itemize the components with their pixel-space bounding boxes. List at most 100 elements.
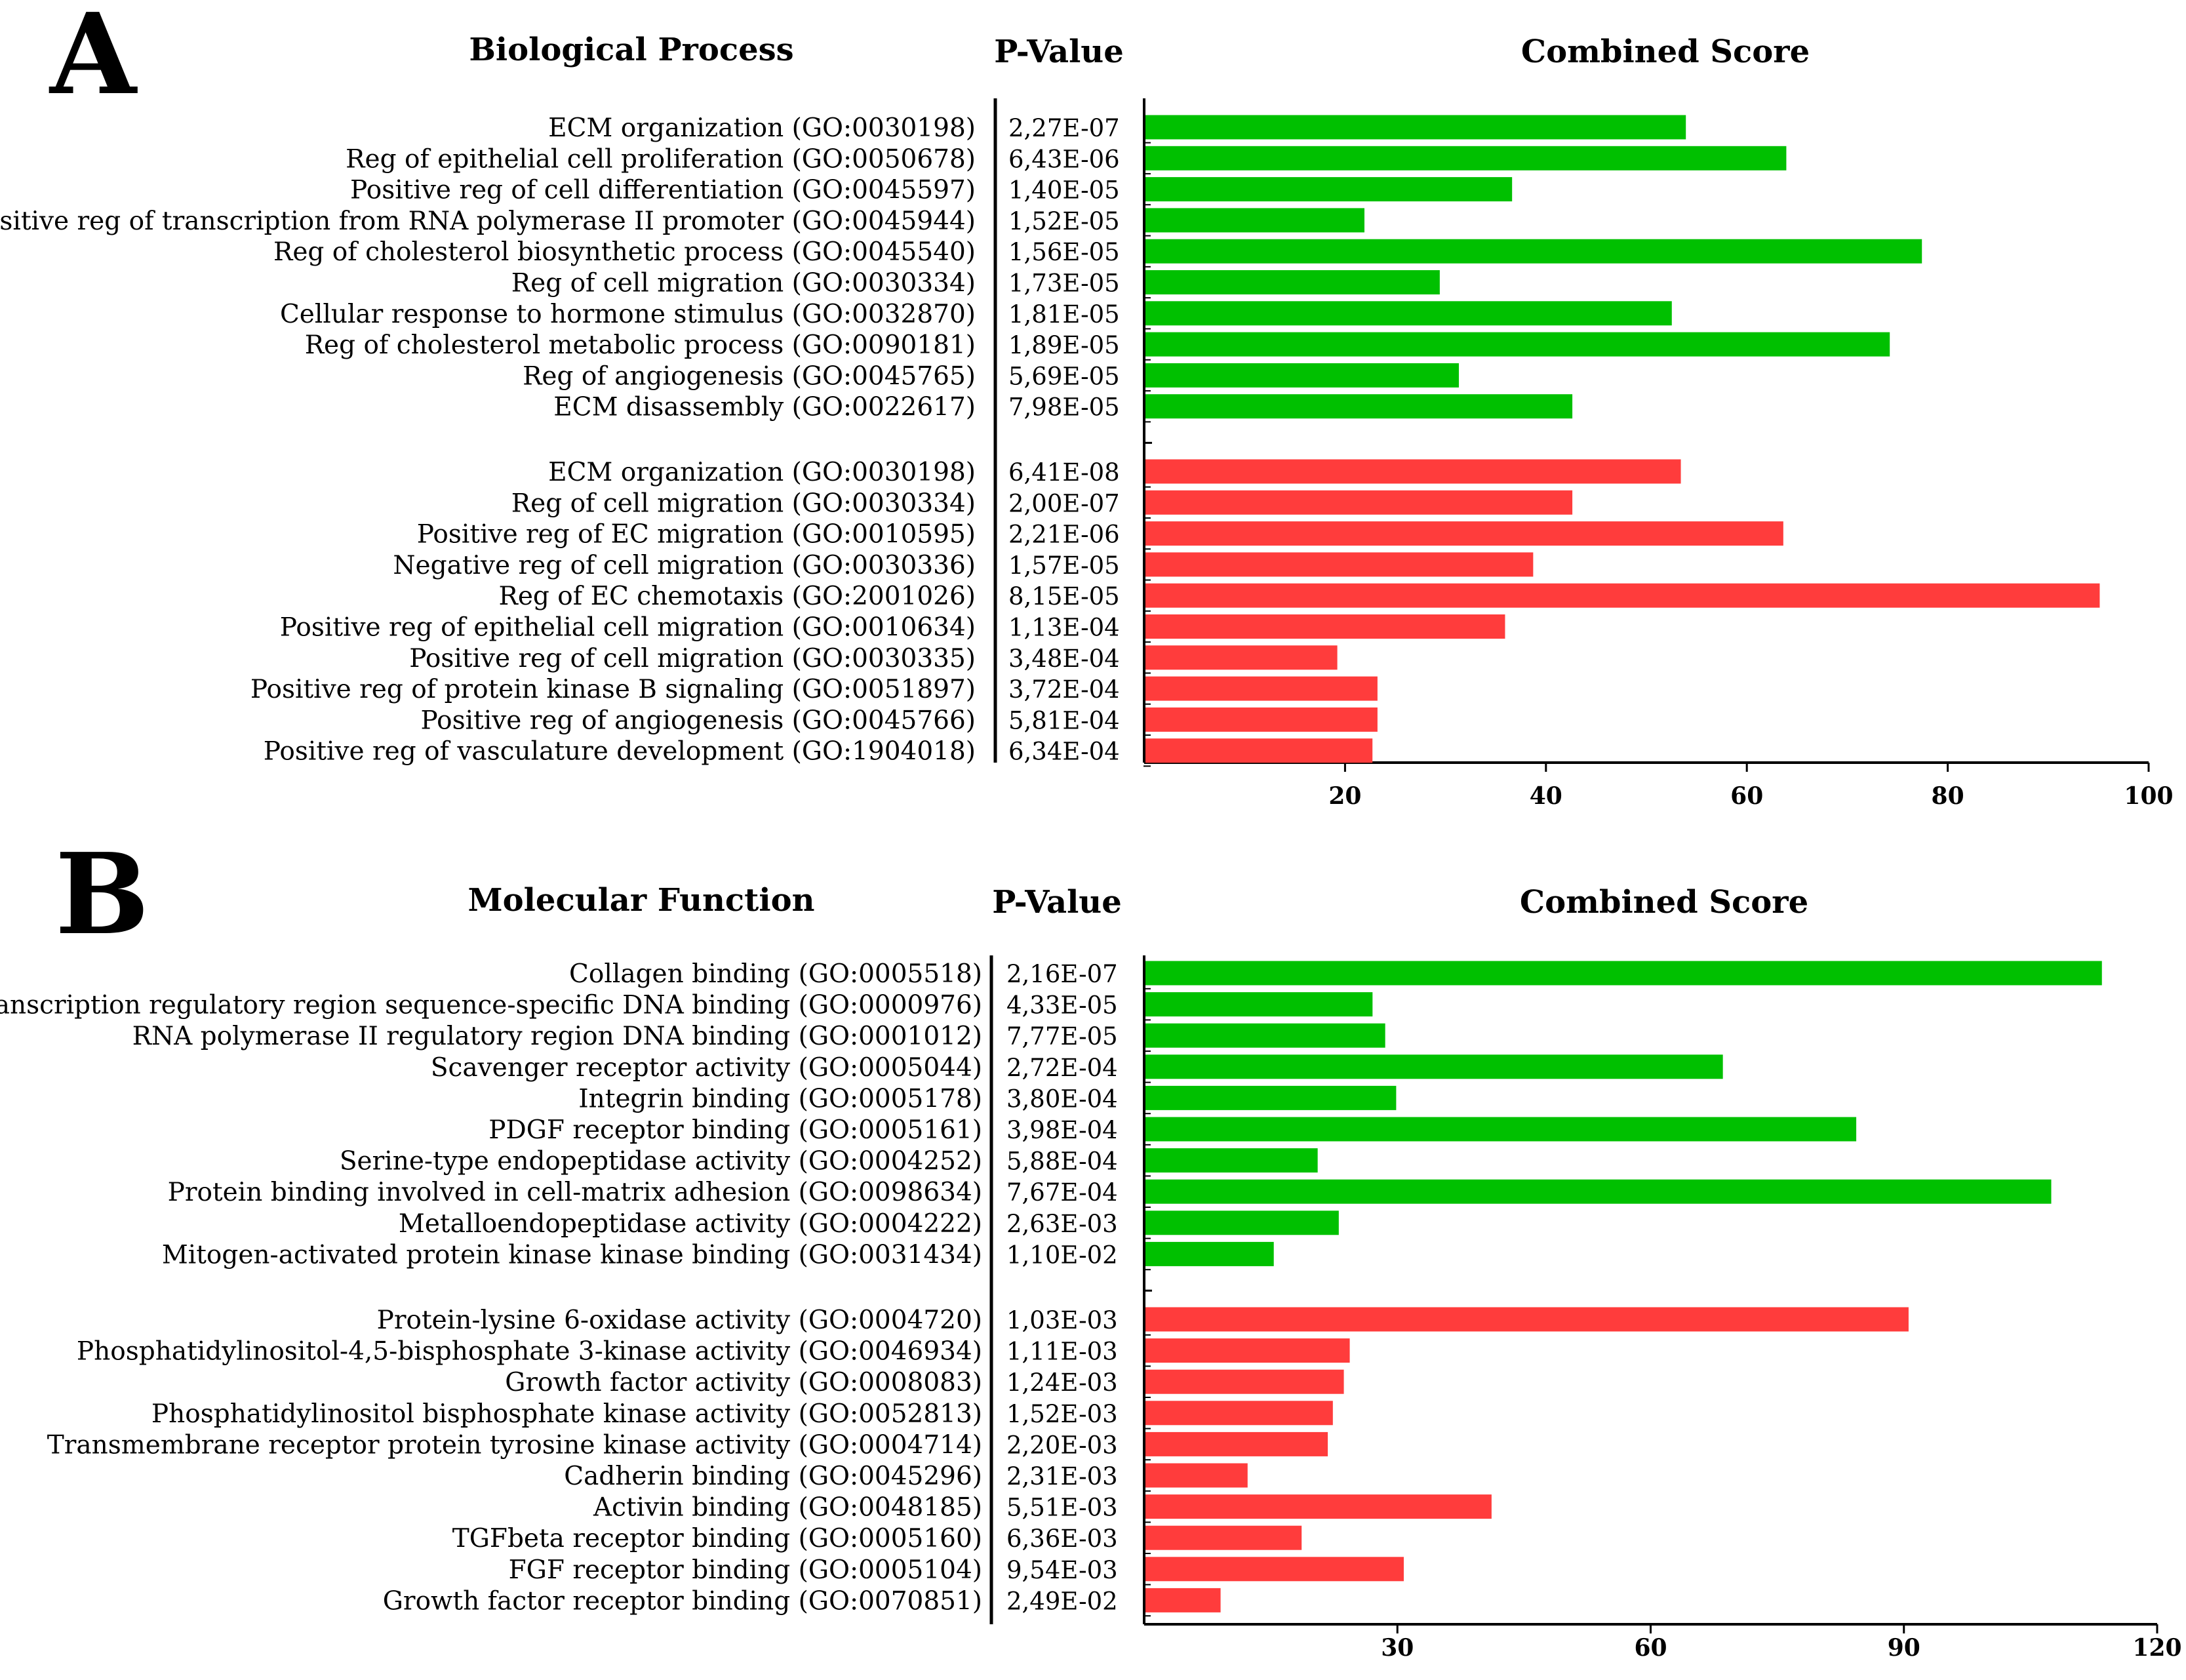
x-tick-label-b: 60 xyxy=(1634,1634,1667,1662)
category-label: Reg of angiogenesis (GO:0045765) xyxy=(523,361,976,391)
category-label: Metalloendopeptidase activity (GO:000422… xyxy=(399,1209,982,1239)
category-label: ECM organization (GO:0030198) xyxy=(548,458,976,487)
pvalue-label: 3,48E-04 xyxy=(1008,645,1120,673)
category-header-a: Biological Process xyxy=(469,31,793,68)
bar-up xyxy=(1145,332,1890,357)
pvalue-label: 2,63E-03 xyxy=(1006,1210,1118,1238)
pvalue-label: 5,69E-05 xyxy=(1008,362,1120,390)
bar-up xyxy=(1145,1241,1274,1266)
bar-down xyxy=(1145,1588,1221,1612)
category-label: Positive reg of EC migration (GO:0010595… xyxy=(417,520,976,550)
bar-down xyxy=(1145,1431,1328,1456)
chart-title-a: Combined Score xyxy=(1521,33,1810,70)
category-label: Positive reg of epithelial cell migratio… xyxy=(280,613,976,643)
category-label: Activin binding (GO:0048185) xyxy=(593,1493,982,1523)
category-label: Positive reg of protein kinase B signali… xyxy=(250,675,976,704)
pvalue-label: 6,43E-06 xyxy=(1008,145,1120,173)
bar-down xyxy=(1145,1369,1344,1394)
bar-down xyxy=(1145,583,2100,608)
category-label: Positive reg of cell migration (GO:00303… xyxy=(409,644,976,673)
pvalue-label: 7,98E-05 xyxy=(1008,393,1120,422)
x-tick-label-b: 90 xyxy=(1888,1634,1920,1662)
pvalue-label: 3,72E-04 xyxy=(1008,675,1120,704)
bar-down xyxy=(1145,1307,1909,1332)
pvalue-label: 6,41E-08 xyxy=(1008,458,1120,487)
x-tick-label-a: 80 xyxy=(1932,782,1964,810)
bar-up xyxy=(1145,208,1364,233)
panel-b-molecular-function: B Molecular Function P-Value Combined Sc… xyxy=(0,840,2186,1680)
bar-up xyxy=(1145,1148,1318,1173)
bar-down xyxy=(1145,521,1783,546)
category-label: Transmembrane receptor protein tyrosine … xyxy=(47,1430,982,1460)
category-label: Positive reg of transcription from RNA p… xyxy=(0,207,976,236)
category-label: Reg of cell migration (GO:0030334) xyxy=(511,269,976,298)
pvalue-label: 2,20E-03 xyxy=(1006,1431,1118,1459)
category-label: FGF receptor binding (GO:0005104) xyxy=(509,1555,982,1585)
category-label: Protein-lysine 6-oxidase activity (GO:00… xyxy=(377,1306,982,1335)
pvalue-label: 1,57E-05 xyxy=(1008,551,1120,580)
bar-up xyxy=(1145,961,2102,986)
pvalue-label: 5,88E-04 xyxy=(1006,1148,1118,1176)
bar-up xyxy=(1145,115,1686,140)
x-tick-label-b: 30 xyxy=(1381,1634,1414,1662)
category-label: Phosphatidylinositol-4,5-bisphosphate 3-… xyxy=(77,1337,982,1367)
bar-up xyxy=(1145,363,1459,388)
x-tick-label-b: 120 xyxy=(2132,1634,2181,1662)
bar-down xyxy=(1145,676,1378,701)
pvalue-label: 6,36E-03 xyxy=(1006,1525,1118,1553)
bar-down xyxy=(1145,459,1681,484)
pvalue-label: 2,31E-03 xyxy=(1006,1462,1118,1490)
pvalue-label: 1,11E-03 xyxy=(1006,1338,1118,1366)
pvalue-label: 1,81E-05 xyxy=(1008,300,1120,329)
pvalue-label: 2,49E-02 xyxy=(1006,1587,1118,1615)
bar-up xyxy=(1145,146,1787,170)
pvalue-label: 2,16E-07 xyxy=(1006,960,1118,988)
pvalue-label: 5,51E-03 xyxy=(1006,1494,1118,1522)
category-label: Negative reg of cell migration (GO:00303… xyxy=(393,551,976,580)
pvalue-label: 7,77E-05 xyxy=(1006,1022,1118,1050)
pvalue-label: 4,33E-05 xyxy=(1006,991,1118,1020)
bar-up xyxy=(1145,992,1373,1017)
category-label: Reg of epithelial cell proliferation (GO… xyxy=(346,144,976,174)
pvalue-label: 1,56E-05 xyxy=(1008,238,1120,266)
category-label: Cadherin binding (GO:0045296) xyxy=(564,1462,982,1491)
pvalue-header-b: P-Value xyxy=(992,884,1122,921)
pvalue-label: 2,27E-07 xyxy=(1008,114,1120,142)
pvalue-header-a: P-Value xyxy=(994,33,1124,70)
bar-down xyxy=(1145,490,1573,515)
bar-down xyxy=(1145,645,1338,670)
bar-down xyxy=(1145,1494,1492,1519)
category-label: RNA polymerase II regulatory region DNA … xyxy=(132,1022,982,1051)
bar-up xyxy=(1145,394,1573,419)
pvalue-label: 1,52E-05 xyxy=(1008,207,1120,235)
chart-title-b: Combined Score xyxy=(1520,884,1808,921)
category-label: Phosphatidylinositol bisphosphate kinase… xyxy=(151,1399,982,1429)
category-label: Cellular response to hormone stimulus (G… xyxy=(280,300,976,329)
panel-letter-a: A xyxy=(49,0,138,120)
bar-down xyxy=(1145,1338,1350,1363)
bar-down xyxy=(1145,552,1534,577)
category-label: Growth factor receptor binding (GO:00708… xyxy=(383,1586,982,1616)
bar-down xyxy=(1145,1401,1333,1426)
bar-up xyxy=(1145,270,1440,294)
panel-a-biological-process: A Biological Process P-Value Combined Sc… xyxy=(0,0,2174,810)
category-label: Collagen binding (GO:0005518) xyxy=(569,959,982,989)
category-label: Serine-type endopeptidase activity (GO:0… xyxy=(340,1147,982,1176)
pvalue-label: 1,52E-03 xyxy=(1006,1400,1118,1428)
bar-down xyxy=(1145,1525,1302,1550)
bar-down xyxy=(1145,1557,1404,1582)
bar-up xyxy=(1145,1117,1857,1142)
bar-up xyxy=(1145,1210,1339,1235)
bar-up xyxy=(1145,301,1672,326)
pvalue-label: 9,54E-03 xyxy=(1006,1556,1118,1584)
category-label: Scavenger receptor activity (GO:0005044) xyxy=(431,1053,982,1083)
pvalue-label: 5,81E-04 xyxy=(1008,706,1120,734)
bar-down xyxy=(1145,614,1505,639)
x-tick-label-a: 20 xyxy=(1328,782,1361,810)
bar-up xyxy=(1145,1054,1723,1079)
bar-down xyxy=(1145,707,1378,732)
category-label: Transcription regulatory region sequence… xyxy=(0,991,982,1020)
bar-up xyxy=(1145,1179,2052,1204)
x-tick-label-a: 60 xyxy=(1730,782,1763,810)
pvalue-label: 1,13E-04 xyxy=(1008,614,1120,642)
